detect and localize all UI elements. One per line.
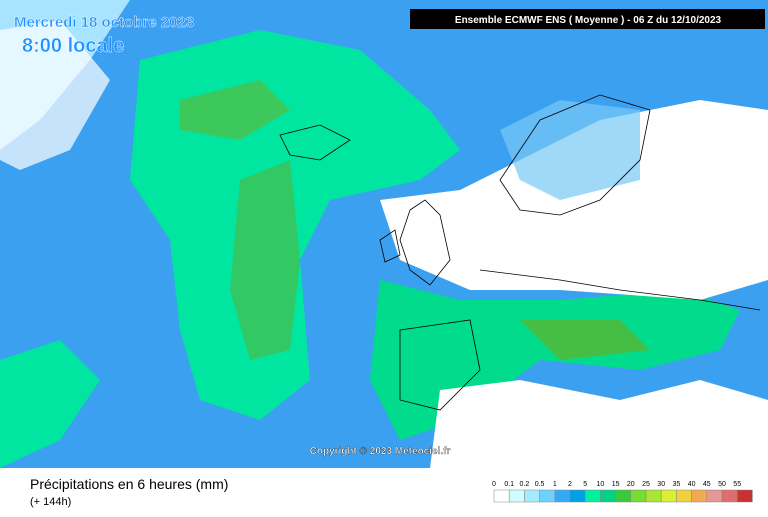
legend-label: 40 xyxy=(688,481,696,488)
date-label: Mercredi 18 octobre 2023 xyxy=(14,14,194,31)
legend-swatch xyxy=(676,489,692,503)
legend-label: 20 xyxy=(627,481,635,488)
precip-core xyxy=(180,80,290,140)
legend-label: 25 xyxy=(642,481,650,488)
legend-swatch xyxy=(493,489,510,503)
model-box xyxy=(410,9,765,29)
legend-label: 50 xyxy=(718,481,726,488)
legend-label: 0.1 xyxy=(504,481,514,488)
africa-dry xyxy=(430,380,768,468)
legend-label: 10 xyxy=(597,481,605,488)
legend-label: 0 xyxy=(492,481,496,488)
precip-core xyxy=(520,320,650,360)
legend-label: 45 xyxy=(703,481,711,488)
legend-label: 0.2 xyxy=(520,481,530,488)
legend-swatch xyxy=(508,489,525,503)
legend-label: 2 xyxy=(568,481,572,488)
legend-swatch xyxy=(615,489,632,503)
legend-label: 30 xyxy=(657,481,665,488)
model-label: Ensemble ECMWF ENS ( Moyenne ) - 06 Z du… xyxy=(455,15,722,26)
scandinavia-precip xyxy=(500,100,640,200)
legend-label: 35 xyxy=(673,481,681,488)
legend-swatch xyxy=(660,489,677,503)
legend-swatch xyxy=(524,489,540,503)
legend-swatch xyxy=(584,489,601,503)
copyright: Copyright © 2023 Meteociel.fr xyxy=(310,446,451,457)
legend: 0 0.1 0.2 0.5 1 2 5 10 15 20 25 30 35 40 45 50 55 xyxy=(492,481,753,503)
greenland-dry xyxy=(0,20,110,170)
legend-swatch xyxy=(554,489,571,503)
legend-swatch xyxy=(539,489,556,503)
legend-swatch xyxy=(569,489,586,503)
footer-title: Précipitations en 6 heures (mm) xyxy=(30,476,228,492)
precip-core xyxy=(230,160,300,360)
precip-west xyxy=(0,340,100,468)
legend-swatch xyxy=(600,489,616,503)
land-dry xyxy=(380,100,768,300)
legend-label: 15 xyxy=(612,481,620,488)
legend-swatch xyxy=(645,489,662,503)
legend-label: 55 xyxy=(733,481,741,488)
time-label: 8:00 locale xyxy=(22,35,124,57)
legend-swatch xyxy=(706,489,723,503)
legend-swatch xyxy=(736,489,753,503)
coastlines xyxy=(279,94,761,411)
legend-swatch xyxy=(630,489,647,503)
legend-label: 0.5 xyxy=(535,481,545,488)
legend-swatch xyxy=(691,489,708,503)
legend-label: 1 xyxy=(553,481,557,488)
legend-swatch xyxy=(721,489,738,503)
legend-label: 5 xyxy=(583,481,587,488)
footer-lead: (+ 144h) xyxy=(30,496,71,508)
